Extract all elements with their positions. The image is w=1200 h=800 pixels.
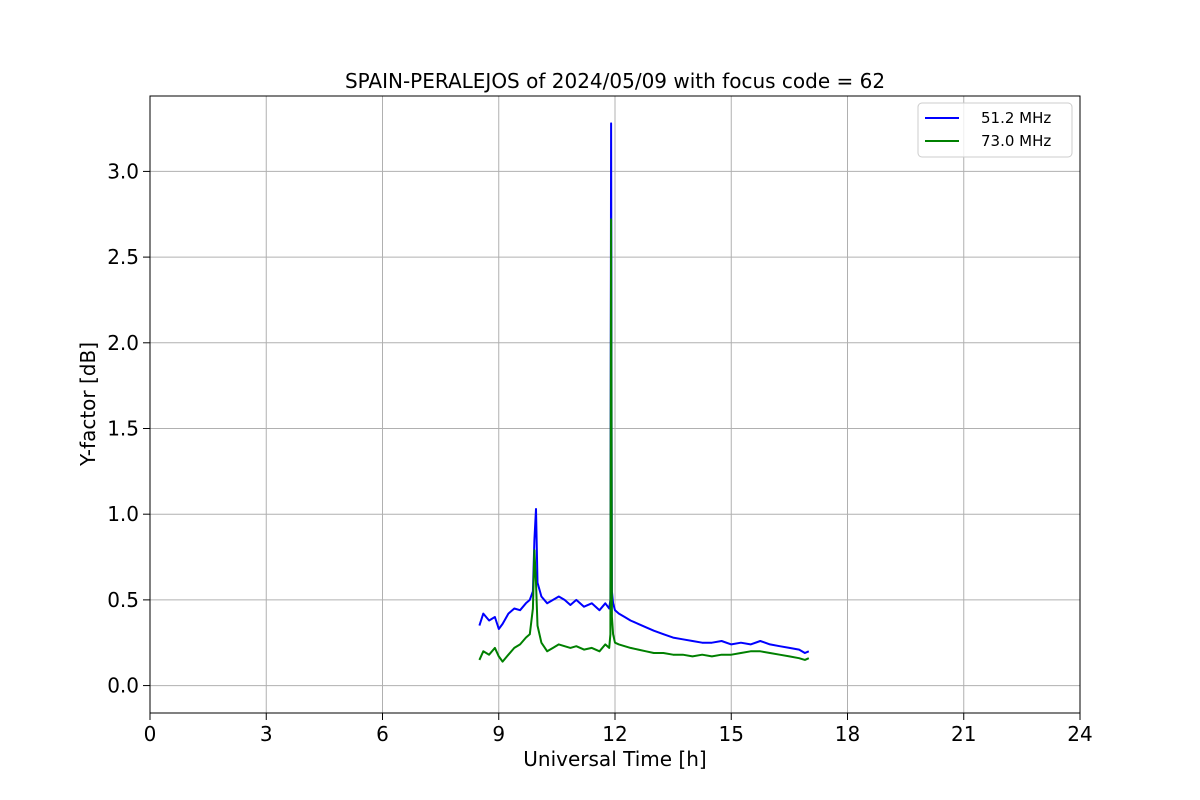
- y-tick-label: 0.0: [107, 674, 139, 698]
- x-tick-label: 24: [1067, 722, 1092, 746]
- legend-box: [917, 102, 1073, 158]
- x-tick-label: 18: [835, 722, 860, 746]
- series-layer: [478, 122, 810, 663]
- grid: [149, 96, 1081, 713]
- y-tick-label: 1.0: [107, 502, 139, 526]
- x-tick-label: 9: [492, 722, 505, 746]
- x-tick-label: 15: [719, 722, 744, 746]
- y-tick-label: 2.0: [107, 331, 139, 355]
- legend: 51.2 MHz 73.0 MHz: [917, 102, 1073, 158]
- chart-title: SPAIN-PERALEJOS of 2024/05/09 with focus…: [345, 69, 885, 93]
- plot-area: [149, 95, 1081, 714]
- x-axis-label: Universal Time [h]: [523, 747, 706, 771]
- x-tick-label: 12: [602, 722, 627, 746]
- y-tick-label: 2.5: [107, 245, 139, 269]
- y-tick-label: 0.5: [107, 588, 139, 612]
- x-tick-label: 21: [951, 722, 976, 746]
- y-tick-label: 1.5: [107, 416, 139, 440]
- x-axis-ticks: 0 3 6 9 12 15 18 21 24: [144, 713, 1093, 746]
- x-tick-label: 0: [144, 722, 157, 746]
- y-axis-label: Y-factor [dB]: [76, 342, 100, 467]
- legend-label-73-mhz: 73.0 MHz: [981, 132, 1051, 150]
- x-tick-label: 3: [260, 722, 273, 746]
- y-axis-ticks: 0.0 0.5 1.0 1.5 2.0 2.5 3.0: [107, 159, 150, 698]
- x-tick-label: 6: [376, 722, 389, 746]
- y-tick-label: 3.0: [107, 159, 139, 183]
- legend-label-51-mhz: 51.2 MHz: [981, 109, 1051, 127]
- series-line-73-mhz: [478, 218, 810, 663]
